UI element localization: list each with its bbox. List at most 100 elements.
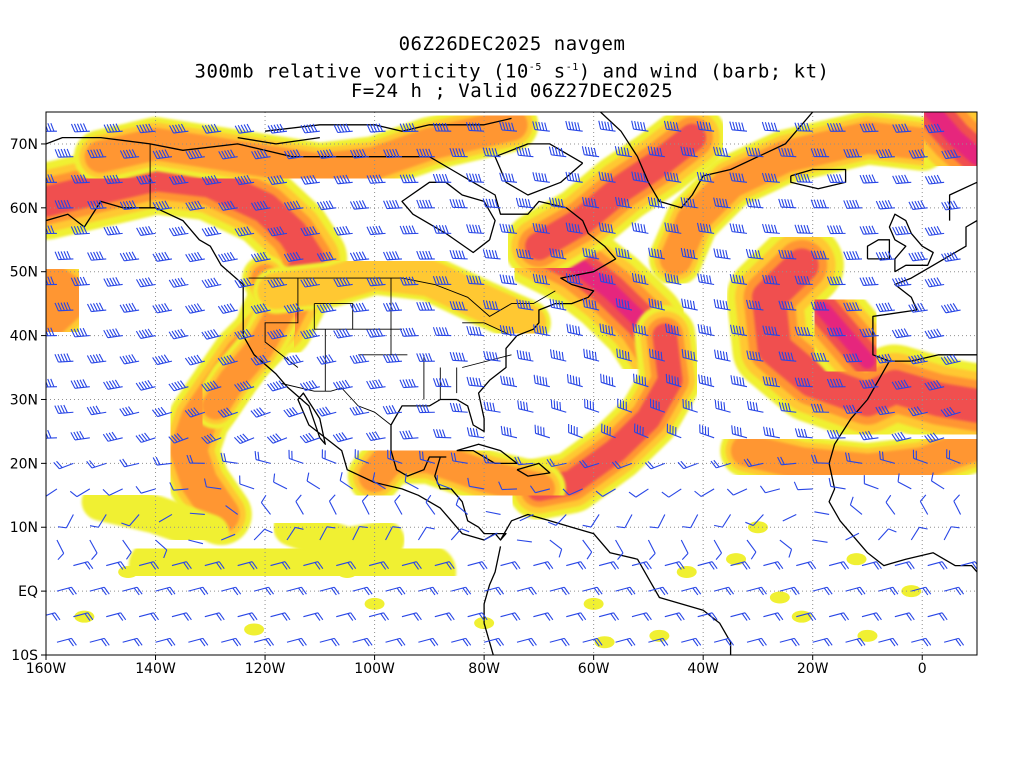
wind-barb (449, 148, 468, 158)
wind-barb (762, 376, 780, 388)
barb-feather (868, 379, 873, 388)
wind-barb (332, 379, 353, 391)
barb-feather (773, 173, 778, 183)
y-tick-label: 20N (10, 456, 38, 472)
wind-barb (54, 302, 74, 312)
wind-barb (483, 532, 498, 541)
wind-barb (845, 532, 860, 541)
barb-feather (810, 612, 817, 621)
barb-feather (183, 562, 189, 570)
barb-feather (267, 228, 273, 237)
wind-barb (54, 353, 74, 363)
barb-feather (758, 587, 764, 596)
barb-feather (856, 638, 863, 647)
barb-feather (871, 225, 876, 234)
barb-feather (835, 225, 841, 234)
barb-feather (201, 279, 208, 288)
barb-feather (940, 305, 947, 314)
barb-feather (784, 402, 788, 412)
barb-feather (574, 121, 578, 131)
barb-feather (402, 430, 407, 439)
barb-feather (955, 638, 962, 647)
barb-feather (538, 325, 542, 335)
barb-feather (762, 376, 766, 385)
barb-feather (790, 199, 794, 208)
wind-barb (283, 200, 304, 211)
wind-barb (283, 251, 304, 263)
barb-feather (887, 302, 893, 311)
barb-feather (953, 149, 959, 158)
barb-feather (873, 562, 879, 570)
y-tick-label: 50N (10, 265, 38, 281)
barb-feather (73, 123, 79, 132)
political-border (483, 322, 512, 337)
wind-barb (119, 302, 140, 313)
barb-feather (284, 150, 290, 159)
barb-feather (901, 123, 906, 132)
wind-barb (218, 251, 238, 263)
barb-feather (708, 122, 712, 131)
barb-feather (405, 123, 410, 132)
barb-feather (54, 405, 59, 414)
wind-barb (253, 528, 273, 541)
barb-feather (875, 355, 881, 364)
barb-feather (598, 171, 602, 181)
wind-barb (366, 225, 386, 236)
barb-feather (586, 551, 593, 560)
barb-feather (109, 123, 115, 133)
barb-feather (478, 377, 482, 387)
barb-feather (432, 327, 437, 336)
barb-feather (714, 349, 717, 359)
y-tick-label: EQ (18, 584, 38, 600)
barb-feather (169, 638, 176, 646)
barb-feather (119, 304, 125, 313)
barb-feather (608, 376, 611, 385)
barb-shaft (469, 485, 485, 490)
wind-barb (843, 250, 863, 261)
barb-feather (660, 300, 663, 310)
barb-feather (42, 430, 45, 438)
wind-barb (726, 488, 748, 496)
vorticity-blob (298, 527, 319, 540)
barb-feather (257, 150, 263, 159)
barb-feather (582, 196, 585, 206)
barb-feather (745, 147, 749, 156)
wind-barb (498, 481, 518, 491)
barb-feather (908, 356, 914, 365)
wind-barb (188, 539, 204, 545)
barb-feather (664, 273, 668, 282)
barb-feather (673, 274, 676, 284)
barb-feather (63, 199, 68, 209)
barb-feather (582, 298, 586, 307)
barb-feather (220, 357, 227, 365)
wind-barb (600, 373, 616, 388)
wind-barb (122, 637, 143, 647)
barb-feather (39, 123, 42, 131)
barb-feather (419, 302, 424, 311)
barb-feather (259, 303, 266, 312)
coastline (888, 213, 934, 273)
barb-feather (267, 125, 273, 134)
wind-barb (533, 374, 550, 388)
barb-feather (422, 148, 427, 157)
wind-barb (953, 494, 962, 515)
barb-feather (234, 384, 241, 392)
barb-feather (157, 407, 164, 416)
barb-feather (800, 122, 805, 132)
barb-feather (675, 122, 679, 131)
wind-barb (136, 123, 156, 134)
barb-feather (66, 353, 71, 362)
barb-feather (319, 304, 325, 313)
wind-barb (812, 637, 833, 647)
barb-feather (613, 612, 620, 621)
barb-feather (467, 477, 470, 487)
barb-feather (767, 224, 772, 233)
barb-feather (243, 175, 249, 184)
wind-barb (449, 351, 468, 362)
barb-shaft (273, 481, 288, 490)
barb-feather (666, 121, 670, 130)
barb-feather (813, 454, 818, 464)
wind-barb (664, 171, 682, 183)
barb-feather (270, 176, 276, 185)
barb-shaft (624, 514, 633, 528)
